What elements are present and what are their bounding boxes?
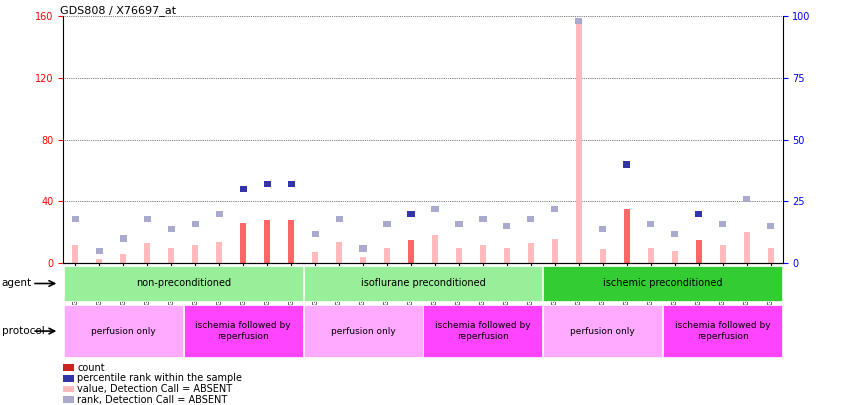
Bar (456, 248, 462, 263)
Text: ischemia followed by
reperfusion: ischemia followed by reperfusion (435, 322, 530, 341)
Bar (192, 221, 199, 227)
Text: ischemic preconditioned: ischemic preconditioned (603, 279, 722, 288)
Text: count: count (77, 363, 105, 373)
Bar (528, 243, 534, 263)
Bar (744, 232, 750, 263)
Bar (336, 242, 342, 263)
Bar (624, 209, 629, 263)
Bar (288, 181, 294, 187)
Bar (648, 248, 654, 263)
Bar (168, 248, 174, 263)
Bar (360, 257, 366, 263)
Bar (767, 248, 773, 263)
Bar (288, 220, 294, 263)
Bar (743, 196, 750, 202)
Bar (504, 248, 510, 263)
Bar (120, 235, 127, 242)
Bar (480, 245, 486, 263)
Bar (671, 230, 678, 237)
Text: protocol: protocol (2, 326, 45, 336)
Bar (543, 305, 662, 357)
Bar (192, 245, 198, 263)
Bar (336, 216, 343, 222)
Bar (576, 24, 582, 263)
Bar (239, 186, 247, 192)
Bar (575, 18, 582, 24)
Bar (552, 239, 558, 263)
Bar (72, 216, 79, 222)
Bar (383, 221, 391, 227)
Text: GDS808 / X76697_at: GDS808 / X76697_at (60, 5, 176, 16)
Bar (64, 266, 303, 301)
Bar (63, 386, 74, 392)
Bar (695, 240, 701, 263)
Bar (120, 254, 126, 263)
Bar (647, 221, 654, 227)
Bar (719, 221, 726, 227)
Bar (408, 211, 415, 217)
Bar (240, 223, 246, 263)
Bar (216, 211, 222, 217)
Bar (144, 216, 151, 222)
Bar (424, 305, 542, 357)
Bar (695, 211, 702, 217)
Bar (431, 206, 438, 212)
Bar (543, 266, 782, 301)
Bar (311, 230, 319, 237)
Text: perfusion only: perfusion only (91, 326, 156, 336)
Bar (63, 375, 74, 382)
Bar (312, 252, 318, 263)
Text: perfusion only: perfusion only (331, 326, 395, 336)
Bar (767, 223, 774, 229)
Text: ischemia followed by
reperfusion: ischemia followed by reperfusion (195, 322, 291, 341)
Text: percentile rank within the sample: percentile rank within the sample (77, 373, 243, 384)
Bar (527, 216, 535, 222)
Bar (184, 305, 303, 357)
Bar (304, 305, 422, 357)
Bar (408, 240, 414, 263)
Bar (720, 245, 726, 263)
Bar (552, 206, 558, 212)
Bar (168, 226, 175, 232)
Bar (600, 249, 606, 263)
Bar (64, 305, 183, 357)
Text: value, Detection Call = ABSENT: value, Detection Call = ABSENT (77, 384, 233, 394)
Text: perfusion only: perfusion only (570, 326, 635, 336)
Bar (63, 396, 74, 403)
Text: non-preconditioned: non-preconditioned (135, 279, 231, 288)
Bar (264, 181, 271, 187)
Bar (145, 243, 151, 263)
Text: isoflurane preconditioned: isoflurane preconditioned (360, 279, 486, 288)
Bar (503, 223, 510, 229)
Bar (73, 245, 79, 263)
Bar (217, 242, 222, 263)
Bar (455, 221, 463, 227)
Text: ischemia followed by
reperfusion: ischemia followed by reperfusion (675, 322, 771, 341)
Bar (480, 216, 486, 222)
Bar (384, 248, 390, 263)
Text: rank, Detection Call = ABSENT: rank, Detection Call = ABSENT (77, 395, 228, 405)
Text: agent: agent (2, 279, 32, 288)
Bar (96, 259, 102, 263)
Bar (432, 235, 438, 263)
Bar (63, 364, 74, 371)
Bar (624, 161, 630, 168)
Bar (672, 251, 678, 263)
Bar (264, 220, 270, 263)
Bar (663, 305, 782, 357)
Bar (96, 248, 103, 254)
Bar (360, 245, 366, 252)
Bar (304, 266, 542, 301)
Bar (599, 226, 607, 232)
